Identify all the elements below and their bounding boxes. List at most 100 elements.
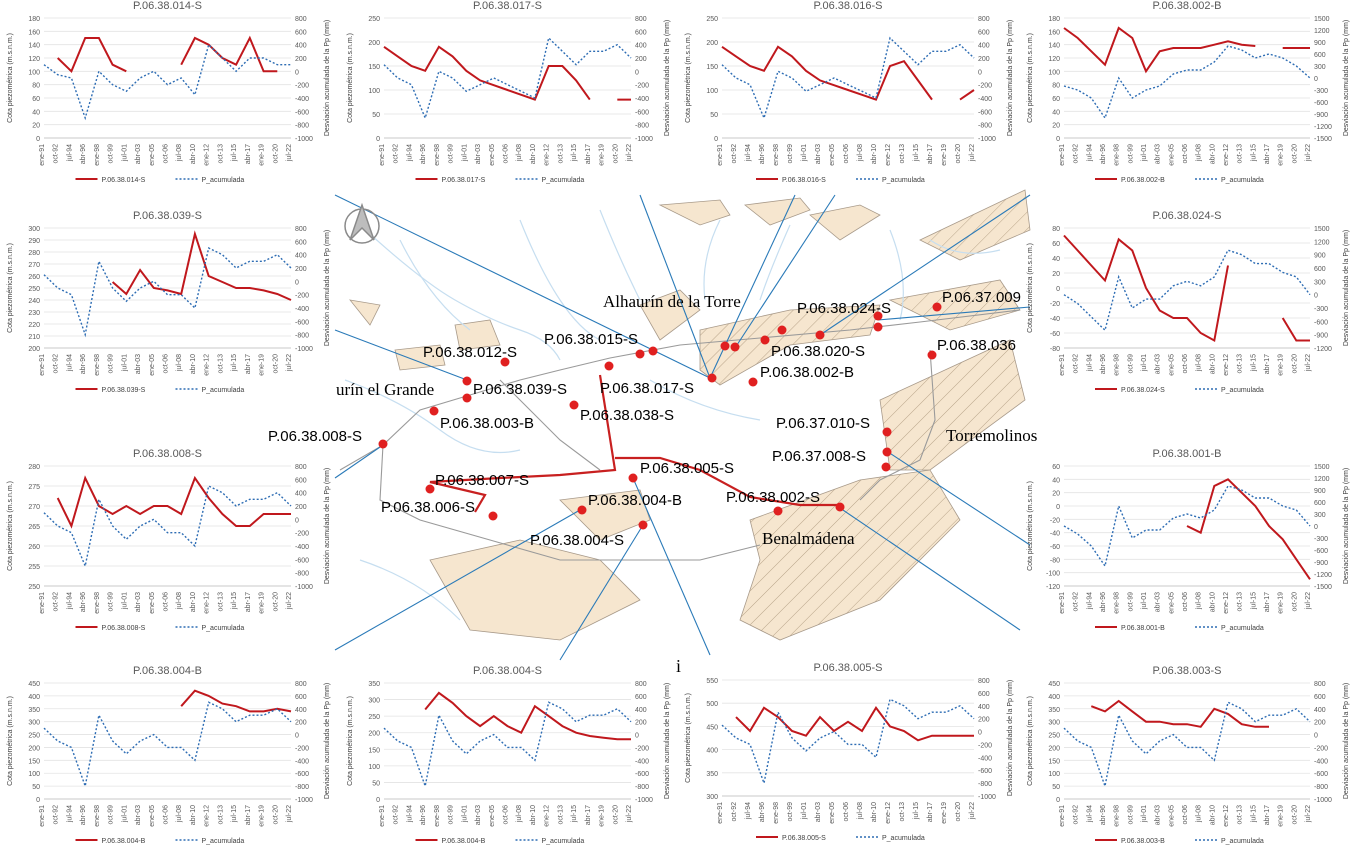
well-marker <box>635 349 645 359</box>
x-tick-label: oct-06 <box>843 144 850 164</box>
y2-tick-label: 400 <box>635 707 647 714</box>
x-tick-label: jul-94 <box>66 144 73 162</box>
y-tick-label: 120 <box>1048 56 1060 63</box>
x-tick-label: jul-15 <box>231 144 238 162</box>
x-tick-label: ene-19 <box>259 592 266 614</box>
x-tick-label: oct-13 <box>1237 592 1244 612</box>
y2-tick-label: -400 <box>635 96 649 103</box>
y2-tick-label: -1200 <box>1314 346 1332 353</box>
y2-tick-label: -300 <box>1314 88 1328 95</box>
y-tick-label: 400 <box>1048 694 1060 701</box>
main-road <box>429 374 840 513</box>
map-label: P.06.37.009 <box>942 289 1021 306</box>
x-tick-label: abr-17 <box>585 805 592 825</box>
y-tick-label: 240 <box>28 298 40 305</box>
x-tick-label: jul-22 <box>286 144 293 162</box>
x-tick-label: abr-10 <box>1209 592 1216 612</box>
x-tick-label: ene-91 <box>39 592 46 614</box>
x-tick-label: ene-19 <box>1278 144 1285 166</box>
y-tick-label: 50 <box>372 112 380 119</box>
map-label: Torremolinos <box>946 426 1037 445</box>
legend-label: P.06.38.017-S <box>442 177 486 184</box>
legend-label: P_acumulada <box>1221 387 1264 394</box>
y2-tick-label: 900 <box>1314 253 1326 260</box>
y-tick-label: 265 <box>28 524 40 531</box>
legend-label: P_acumulada <box>1221 838 1264 845</box>
x-tick-label: abr-10 <box>1209 354 1216 374</box>
y-tick-label: 100 <box>1048 771 1060 778</box>
x-tick-label: ene-12 <box>544 805 551 827</box>
y2-tick-label: -800 <box>295 784 309 791</box>
x-tick-label: abr-17 <box>245 805 252 825</box>
well-marker <box>748 377 758 387</box>
y2-tick-label: -600 <box>1314 100 1328 107</box>
y-tick-label: 150 <box>1048 758 1060 765</box>
y2-tick-label: -600 <box>978 768 992 775</box>
y2-tick-label: 0 <box>295 279 299 286</box>
y2-tick-label: 600 <box>295 477 307 484</box>
series-line-precip <box>721 698 975 786</box>
x-tick-label: ene-12 <box>1223 592 1230 614</box>
y2-tick-label: -400 <box>635 758 649 765</box>
y2-tick-label: 600 <box>295 239 307 246</box>
x-tick-label: oct-92 <box>1073 592 1080 612</box>
y-tick-label: 275 <box>28 484 40 491</box>
x-tick-label: jul-08 <box>176 144 183 162</box>
x-tick-label: oct-13 <box>1237 144 1244 164</box>
y-tick-label: 280 <box>28 464 40 471</box>
x-tick-label: ene-98 <box>773 144 780 166</box>
series-line-level <box>721 45 975 101</box>
x-tick-label: jul-01 <box>121 354 128 372</box>
x-tick-label: ene-05 <box>1168 805 1175 827</box>
chart-P.06.38.004-B: P.06.38.004-B 0 50 100 150 200 250 300 350 400 450… <box>0 665 335 851</box>
x-tick-label: jul-22 <box>286 592 293 610</box>
x-tick-label: oct-99 <box>787 802 794 822</box>
y2-tick-label: -800 <box>295 571 309 578</box>
y-tick-label: -80 <box>1050 346 1060 353</box>
series-line-precip <box>383 36 632 121</box>
y-tick-label: 500 <box>706 701 718 708</box>
y-tick-label: 50 <box>1052 784 1060 791</box>
well-marker <box>927 350 937 360</box>
y2-tick-label: 800 <box>635 16 647 23</box>
series-line-precip <box>1063 45 1311 120</box>
y2-tick-label: -800 <box>295 123 309 130</box>
x-tick-label: oct-99 <box>1127 354 1134 374</box>
chart-title: P.06.38.016-S <box>813 0 883 12</box>
y-tick-label: 0 <box>1056 286 1060 293</box>
y2-tick-label: 800 <box>978 16 990 23</box>
x-tick-label: jul-15 <box>231 805 238 823</box>
x-tick-label: ene-12 <box>544 144 551 166</box>
y-axis-label: Cota piezométrica (m.s.n.m.) <box>1027 33 1034 123</box>
y-tick-label: 300 <box>368 698 380 705</box>
chart-title: P.06.38.005-S <box>813 662 883 674</box>
y2-tick-label: 600 <box>635 29 647 36</box>
x-tick-label: abr-96 <box>80 592 87 612</box>
x-tick-label: ene-05 <box>149 144 156 166</box>
chart-title: P.06.38.039-S <box>133 210 202 222</box>
y-tick-label: -60 <box>1050 331 1060 338</box>
x-tick-label: oct-13 <box>217 592 224 612</box>
legend-label: P_acumulada <box>1221 177 1264 184</box>
x-tick-label: ene-19 <box>259 354 266 376</box>
y2-tick-label: 0 <box>635 733 639 740</box>
chart-svg: 200 210 220 230 240 250 260 270 280 290 300 -1000 -8… <box>7 226 331 394</box>
y2-tick-label: -200 <box>978 83 992 90</box>
y2-tick-label: 600 <box>295 29 307 36</box>
well-markers <box>378 302 942 530</box>
x-tick-label: abr-96 <box>80 144 87 164</box>
x-tick-label: abr-17 <box>585 144 592 164</box>
x-tick-label: oct-99 <box>448 805 455 825</box>
x-tick-label: oct-99 <box>1127 805 1134 825</box>
x-tick-label: abr-17 <box>927 144 934 164</box>
y-tick-label: 20 <box>32 123 40 130</box>
x-tick-label: abr-96 <box>759 802 766 822</box>
x-tick-label: jul-01 <box>121 592 128 610</box>
map-label: P.06.38.004-B <box>588 492 682 509</box>
x-tick-label: oct-06 <box>1182 144 1189 164</box>
x-tick-label: abr-03 <box>135 354 142 374</box>
y2-tick-label: 600 <box>1314 694 1326 701</box>
y2-tick-label: 300 <box>1314 64 1326 71</box>
y2-tick-label: -600 <box>295 109 309 116</box>
x-tick-label: abr-10 <box>530 805 537 825</box>
